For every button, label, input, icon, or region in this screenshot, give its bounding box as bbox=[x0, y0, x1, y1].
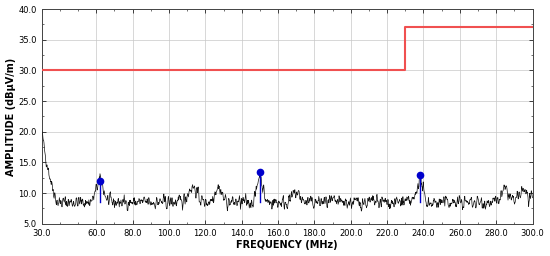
Y-axis label: AMPLITUDE (dBµV/m): AMPLITUDE (dBµV/m) bbox=[6, 57, 15, 176]
X-axis label: FREQUENCY (MHz): FREQUENCY (MHz) bbox=[236, 240, 338, 250]
